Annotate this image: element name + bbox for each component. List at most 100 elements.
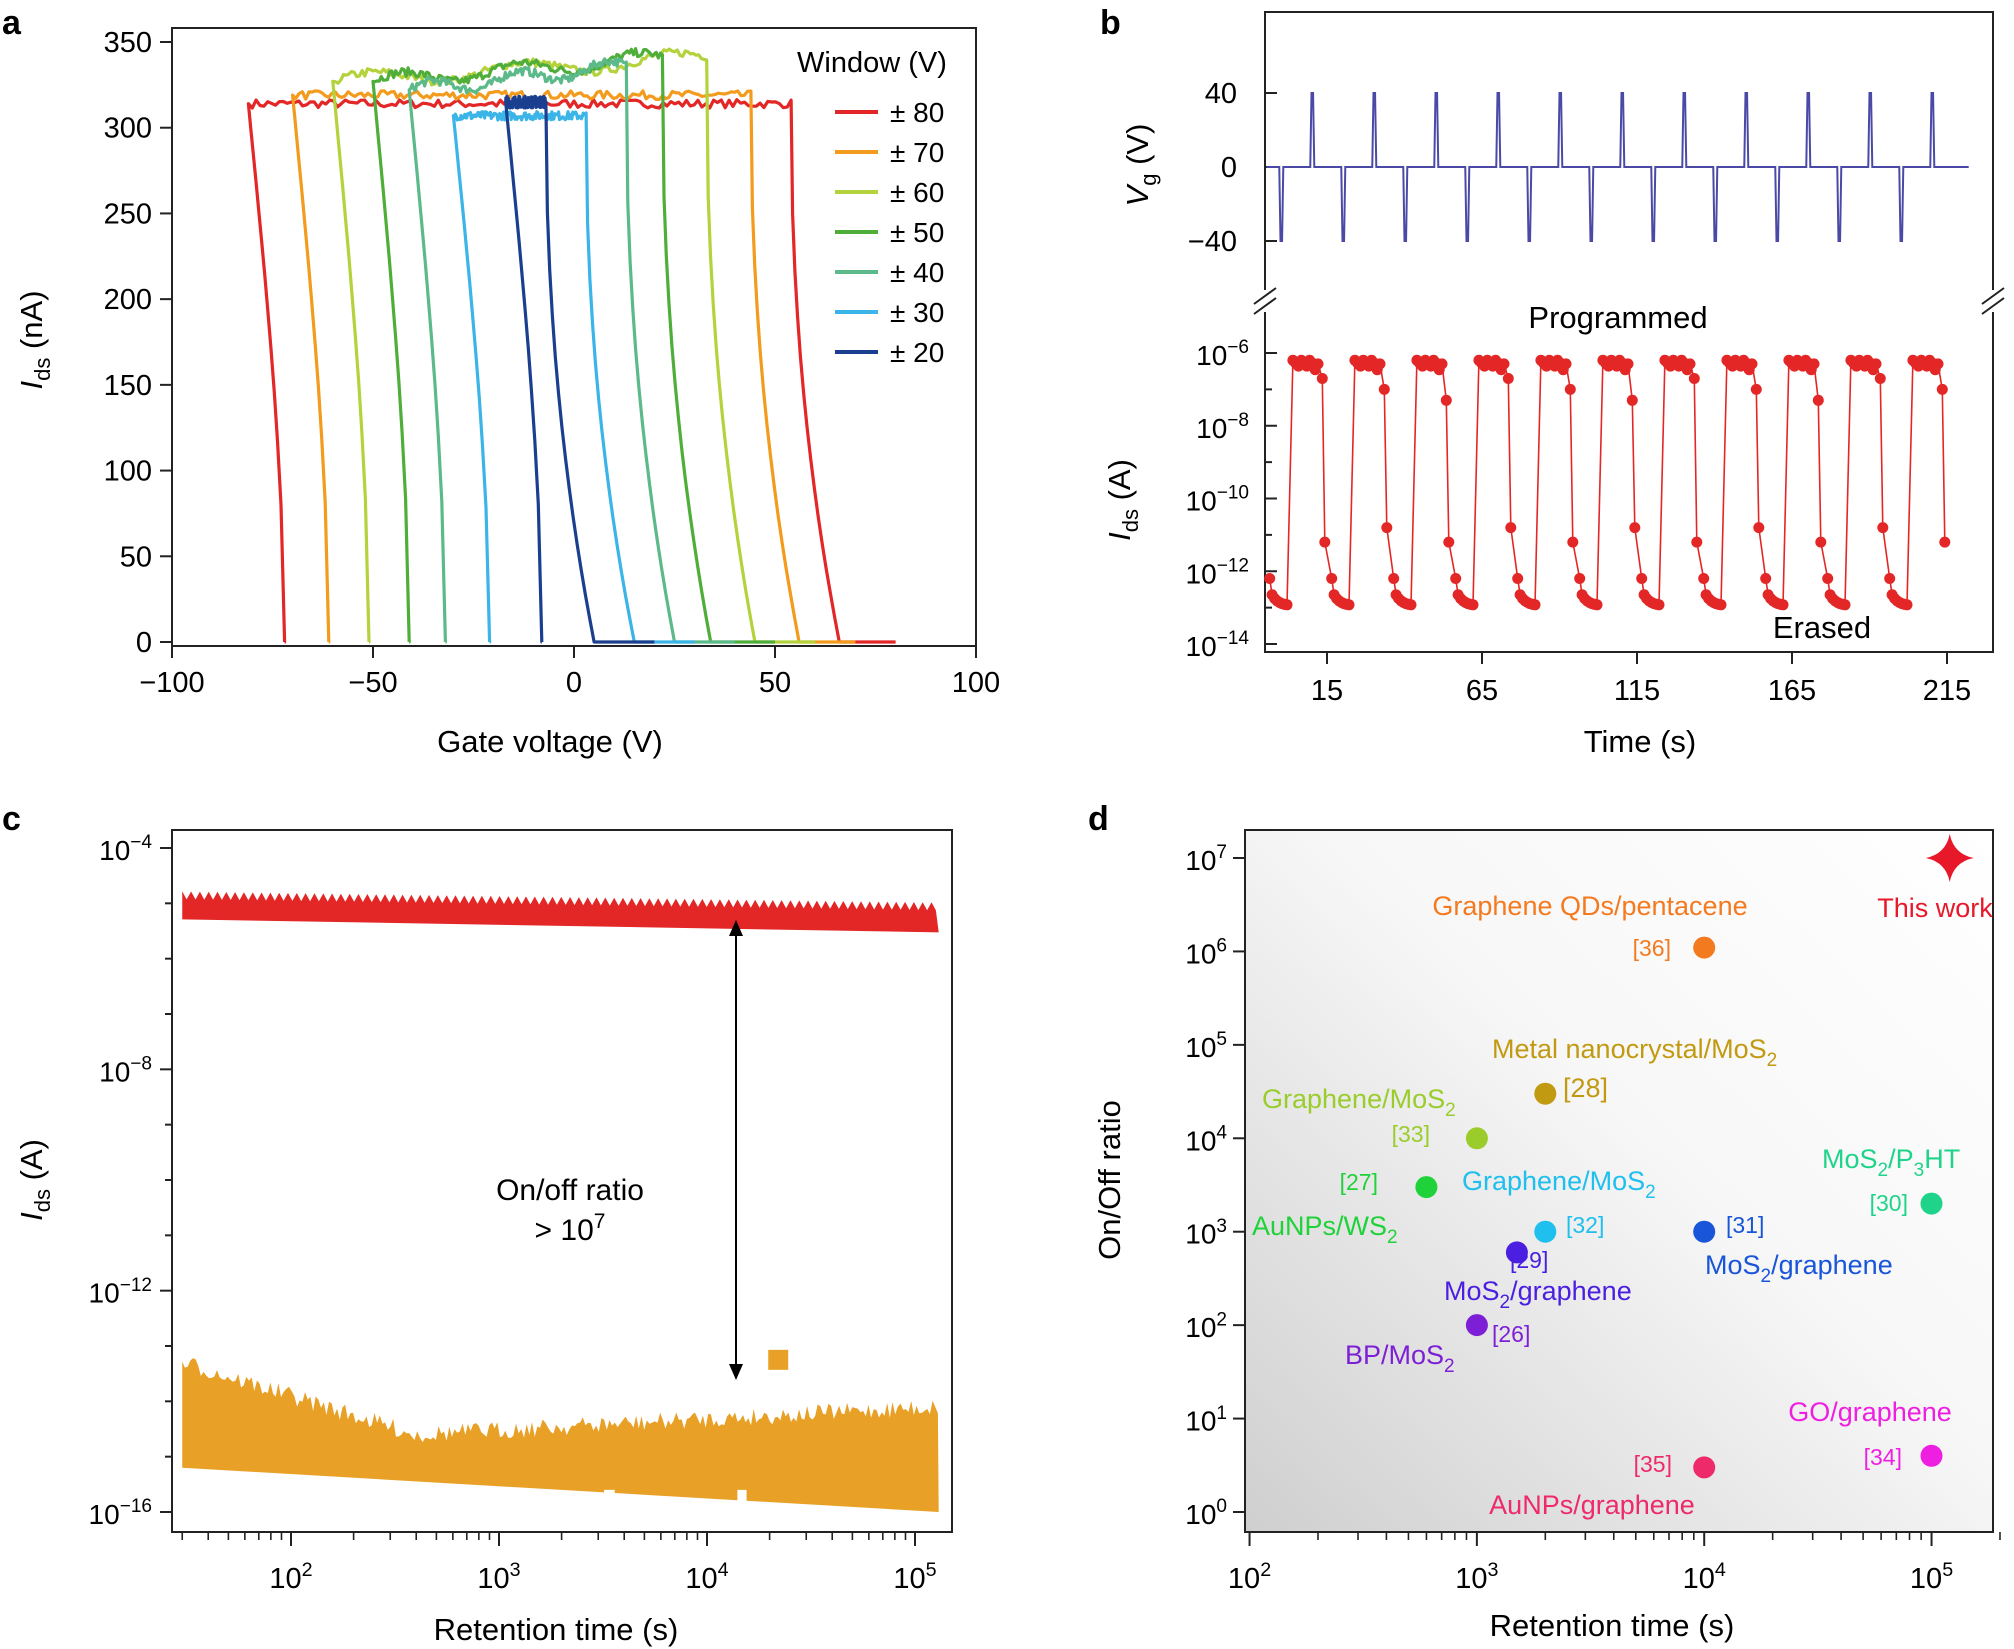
vg-tick-label: 0 <box>1221 152 1237 184</box>
programmed-state-band <box>182 891 939 933</box>
axis-break-right-mark-1 <box>1981 287 2005 305</box>
ids-point <box>1760 573 1772 584</box>
ids-point <box>1877 522 1889 534</box>
ids-point <box>1467 599 1479 611</box>
panel-d-point-labels: This work Graphene QDs/pentacene [36] Me… <box>1252 891 1993 1520</box>
axis-break-right-mark-2 <box>1981 297 2005 315</box>
ids-point <box>1591 599 1603 611</box>
ids-point <box>1901 599 1913 611</box>
ids-tick-label: 10−8 <box>1196 410 1249 444</box>
ids-point <box>1443 536 1455 548</box>
y-tick-label: 0 <box>136 627 152 659</box>
y-tick-label: 300 <box>104 113 152 145</box>
ids-point <box>1560 358 1572 370</box>
vg-pulse-trace <box>1266 92 1969 242</box>
ids-point <box>1512 573 1524 584</box>
ids-point <box>1698 573 1710 584</box>
ref-35: [35] <box>1634 1451 1672 1477</box>
annotation-programmed: Programmed <box>1528 300 1707 335</box>
ids-point <box>1812 394 1824 406</box>
iv-curve-30 <box>451 110 695 644</box>
ids-point <box>1753 522 1765 534</box>
ref-36: [36] <box>1633 935 1671 961</box>
panel-c-label: c <box>2 800 21 838</box>
literature-point <box>1920 1192 1943 1215</box>
ids-tick-label: 10−12 <box>1186 555 1249 589</box>
ids-point <box>1815 536 1827 548</box>
x-tick-label: 102 <box>269 1559 312 1595</box>
arrow-head-top <box>729 920 743 936</box>
axis-break-left-mark-2 <box>1253 297 1277 315</box>
label-gqd-pentacene: Graphene QDs/pentacene <box>1432 891 1747 921</box>
x-tick-label: 104 <box>685 1559 728 1595</box>
ref-32: [32] <box>1566 1212 1604 1238</box>
iv-curve-20 <box>504 94 655 644</box>
panel-b: b 40 0 −40 10−6 10−8 10−10 10−12 10−14 15 65 115 16… <box>1100 4 2005 759</box>
legend-label: ± 80 <box>890 97 944 128</box>
ids-point <box>1326 573 1338 584</box>
ids-point <box>1626 394 1638 406</box>
y-tick-label: 350 <box>104 27 152 59</box>
label-metal-nanocrystal: Metal nanocrystal/MoS2 <box>1492 1034 1777 1071</box>
literature-point <box>1415 1176 1438 1199</box>
y-tick-label: 104 <box>1185 1123 1227 1157</box>
legend-label: ± 30 <box>890 297 944 328</box>
ids-point <box>1884 573 1896 584</box>
x-tick-label: −100 <box>139 667 204 699</box>
ids-point <box>1622 358 1634 370</box>
ids-point <box>1440 394 1452 406</box>
ids-point <box>1312 358 1324 370</box>
ref-31: [31] <box>1726 1212 1764 1238</box>
x-tick-label: −50 <box>348 667 397 699</box>
this-work-star <box>1925 834 1974 882</box>
annotation-erased: Erased <box>1773 610 1871 645</box>
arrow-head-bottom <box>729 1364 743 1380</box>
iv-curve-40 <box>407 57 735 644</box>
band-gap <box>737 1489 747 1515</box>
legend-label: ± 20 <box>890 337 944 368</box>
ids-point <box>1936 383 1948 395</box>
panel-d-plot-frame <box>1244 829 1994 1533</box>
label-aunps-graphene: AuNPs/graphene <box>1489 1490 1695 1520</box>
ids-point <box>1822 573 1834 584</box>
ids-tick-label: 10−14 <box>1186 628 1250 662</box>
vg-tick-label: 40 <box>1205 78 1237 110</box>
legend-entries: ± 80 ± 70 ± 60 ± 50 ± 40 ± 30 ± 20 <box>835 97 944 368</box>
ref-27: [27] <box>1340 1169 1378 1195</box>
panel-b-xlabel: Time (s) <box>1584 724 1697 759</box>
literature-point <box>1534 1220 1557 1243</box>
ids-point <box>1691 536 1703 548</box>
panel-c-axes: 102 103 104 105 10−4 10−8 10−12 10−16 <box>89 832 937 1595</box>
ids-point <box>1316 373 1328 384</box>
ids-point <box>1502 373 1514 384</box>
ids-point <box>1264 573 1276 584</box>
vg-tick-label: −40 <box>1188 226 1237 258</box>
on-off-annotation-line2: > 107 <box>535 1210 606 1247</box>
erased-state-band <box>182 1356 939 1512</box>
ids-point <box>1839 599 1851 611</box>
ids-point <box>1405 599 1417 611</box>
ids-point <box>1378 383 1390 395</box>
literature-point <box>1465 1314 1488 1337</box>
iv-curve-80 <box>246 97 896 644</box>
panel-a-plot-frame <box>171 27 977 647</box>
label-bp-mos2: BP/MoS2 <box>1345 1340 1455 1377</box>
x-tick-label: 102 <box>1228 1559 1271 1595</box>
ids-point <box>1388 573 1400 584</box>
x-tick-label: 100 <box>952 667 1000 699</box>
panel-c-xlabel: Retention time (s) <box>434 1612 679 1647</box>
band-gap <box>499 1489 516 1515</box>
ids-tick-label: 10−6 <box>1196 337 1249 371</box>
ids-point <box>1629 522 1641 534</box>
ids-point <box>1281 599 1293 611</box>
x-tick-label: 0 <box>566 667 582 699</box>
on-off-annotation-line1: On/off ratio <box>496 1174 644 1207</box>
y-tick-label: 100 <box>104 456 152 488</box>
x-tick-label: 105 <box>1910 1559 1953 1595</box>
legend-label: ± 50 <box>890 217 944 248</box>
label-this-work: This work <box>1877 893 1993 923</box>
ids-point <box>1381 522 1393 534</box>
y-tick-label: 50 <box>120 541 152 573</box>
erased-outlier-point <box>768 1349 789 1370</box>
legend-title: Window (V) <box>797 47 947 79</box>
